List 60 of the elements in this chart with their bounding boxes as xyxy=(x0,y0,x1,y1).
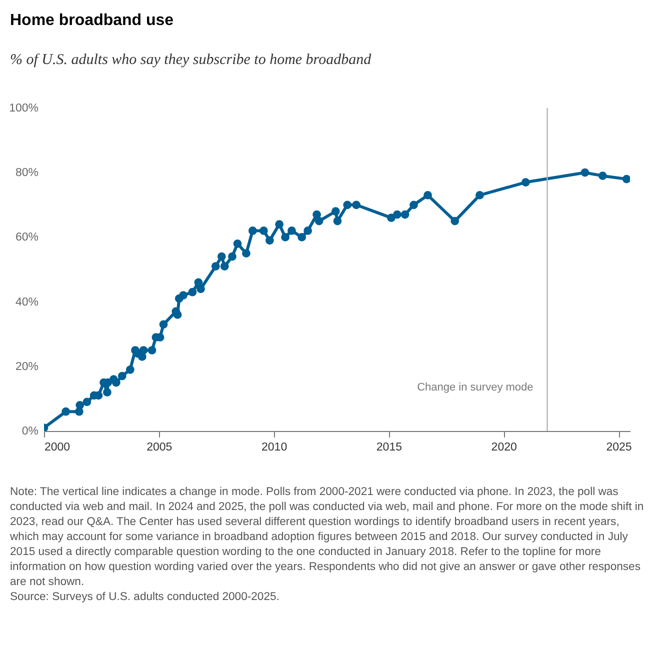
y-tick-label: 0% xyxy=(22,426,38,438)
point xyxy=(217,252,226,261)
point xyxy=(331,207,340,216)
point xyxy=(112,378,120,387)
point xyxy=(304,226,312,235)
point xyxy=(62,407,70,416)
point xyxy=(148,346,156,354)
y-tick-label: 80% xyxy=(15,167,38,180)
point xyxy=(393,210,402,219)
point xyxy=(76,400,84,410)
point xyxy=(580,168,590,177)
point xyxy=(179,291,188,300)
point xyxy=(211,262,220,270)
y-tick-label: 20% xyxy=(15,360,38,373)
point xyxy=(400,210,410,219)
chart-subtitle: % of U.S. adults who say they subscribe to home broadband xyxy=(10,52,372,69)
point xyxy=(314,216,324,226)
point xyxy=(288,226,296,235)
point xyxy=(450,216,460,226)
x-tick-label: 2000 xyxy=(44,442,70,454)
point xyxy=(260,226,268,235)
point xyxy=(82,398,92,406)
point xyxy=(598,172,607,180)
point xyxy=(159,320,168,329)
source-note: Source: Surveys of U.S. adults conducted 2000-2025. xyxy=(10,590,280,605)
text: Note: The vertical line indicates a change in mode. Polls from 2000-2021 were conducted via phone. In 2023, the poll was conducted via web and mail. In 2024 and 2025, the poll was conducted via web, mail and phone. For more on the mode shift in 2023, read our Q&A. The Center has used several different question wordings to identify broadband users in recent years, which may account for some variance in broadband adoption figures between 2015 and 2018. Our survey conducted in July 2015 used a directly comparable question wording to the one conducted in January 2018. Refer to the topline for more information on how question wording varied over the years. Respondents who did not give an answer or gave other responses are not shown. xyxy=(10,485,645,590)
chart-title: Home broadband use xyxy=(10,12,174,30)
x-tick-label: 2020 xyxy=(491,442,517,454)
point xyxy=(242,249,250,258)
y-tick-label: 40% xyxy=(15,296,38,308)
point xyxy=(220,262,229,270)
point xyxy=(265,236,274,245)
point xyxy=(424,191,432,200)
point xyxy=(126,365,134,374)
point xyxy=(298,233,306,242)
ref-line-label: Change in survey mode xyxy=(417,381,534,394)
point xyxy=(343,200,352,210)
point xyxy=(188,288,197,296)
point xyxy=(352,200,360,210)
point xyxy=(248,226,257,235)
point xyxy=(521,178,530,186)
point xyxy=(333,216,342,226)
x-tick-label: 2005 xyxy=(146,442,172,454)
x-tick-label: 2010 xyxy=(262,442,288,454)
point xyxy=(118,372,126,380)
point xyxy=(233,239,242,248)
x-tick-label: 2015 xyxy=(376,442,402,454)
point xyxy=(410,200,418,210)
point xyxy=(139,346,148,354)
point xyxy=(196,284,205,294)
point xyxy=(281,233,290,242)
x-tick-label: 2025 xyxy=(606,442,632,454)
y-tick-label: 100% xyxy=(9,102,38,114)
point xyxy=(476,191,484,200)
point xyxy=(103,388,112,396)
y-tick-label: 60% xyxy=(15,232,38,244)
point xyxy=(275,220,284,228)
point xyxy=(622,174,630,184)
point xyxy=(228,252,236,261)
point xyxy=(173,310,182,319)
